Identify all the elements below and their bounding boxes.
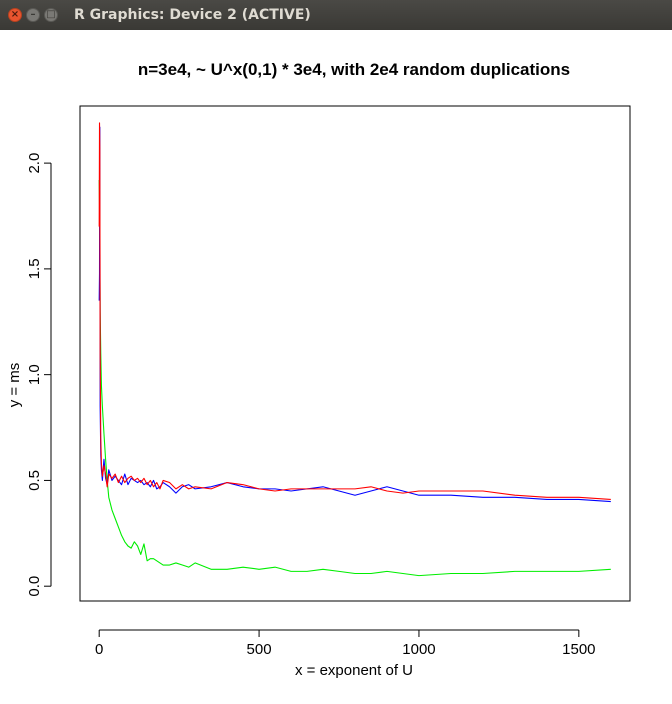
y-tick-label: 1.0: [26, 364, 43, 385]
close-icon[interactable]: ×: [8, 8, 22, 22]
series-group: [98, 122, 611, 577]
line-chart: n=3e4, ~ U^x(0,1) * 3e4, with 2e4 random…: [6, 60, 631, 679]
x-axis: 0 500 1000 1500: [95, 629, 596, 658]
plot-frame: [79, 105, 631, 602]
series-line-0: [98, 126, 611, 503]
x-axis-label: x = exponent of U: [295, 662, 413, 679]
chart-title: n=3e4, ~ U^x(0,1) * 3e4, with 2e4 random…: [138, 60, 570, 79]
x-tick-label: 0: [95, 641, 103, 658]
x-tick-label: 1500: [562, 641, 595, 658]
minimize-icon[interactable]: –: [26, 8, 40, 22]
y-axis: 0.0 0.5 1.0 1.5 2.0: [26, 153, 52, 597]
y-axis-label: y = ms: [6, 363, 23, 408]
y-tick-label: 1.5: [26, 258, 43, 279]
plot-canvas: n=3e4, ~ U^x(0,1) * 3e4, with 2e4 random…: [0, 30, 672, 700]
x-tick-label: 500: [247, 641, 272, 658]
y-tick-label: 2.0: [26, 153, 43, 174]
maximize-icon[interactable]: □: [44, 8, 58, 22]
series-line-2: [98, 180, 611, 577]
y-tick-label: 0.5: [26, 470, 43, 491]
y-tick-label: 0.0: [26, 576, 43, 597]
x-tick-label: 1000: [402, 641, 435, 658]
series-line-1: [98, 122, 611, 501]
window-titlebar: × – □ R Graphics: Device 2 (ACTIVE): [0, 0, 672, 30]
window-title: R Graphics: Device 2 (ACTIVE): [74, 7, 311, 23]
